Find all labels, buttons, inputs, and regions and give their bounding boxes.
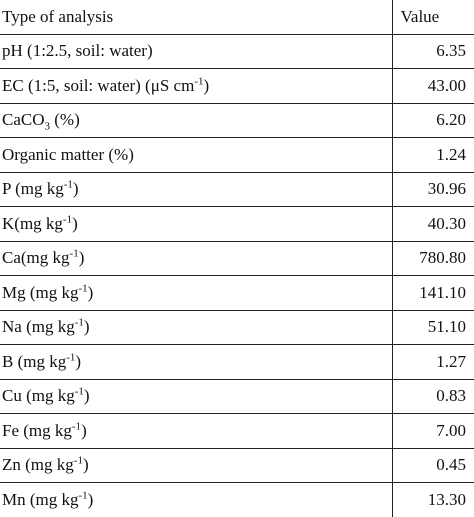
row-label-superscript: -1 <box>78 489 88 502</box>
row-label-text: Na (mg kg <box>2 317 75 337</box>
table-row: Mn (mg kg-1) 13.30 <box>0 482 474 517</box>
row-label-suffix: ) <box>75 351 82 371</box>
row-label: Na (mg kg-1) <box>0 309 392 345</box>
table-row: P (mg kg-1) 30.96 <box>0 171 474 207</box>
row-label-suffix: ) <box>82 455 89 475</box>
table-header-row: Type of analysis Value <box>0 0 474 34</box>
row-label-suffix: ) <box>81 420 87 440</box>
row-label-suffix: (%) <box>50 110 80 130</box>
row-label: K(mg kg-1) <box>0 206 392 241</box>
row-label-text: P (mg kg <box>2 179 64 199</box>
row-label: Mn (mg kg-1) <box>0 482 392 517</box>
table-row: K(mg kg-1) 40.30 <box>0 206 474 241</box>
row-label-suffix: ) <box>87 282 94 302</box>
row-value: 7.00 <box>391 413 474 448</box>
row-label-suffix: ) <box>72 179 79 199</box>
row-label-text: EC (1:5, soil: water) (μS cm <box>2 75 195 95</box>
row-label-text: Fe (mg kg <box>2 420 72 440</box>
row-label: Organic matter (%) <box>0 137 392 172</box>
row-label: CaCO3 (%) <box>0 102 392 138</box>
table-row: EC (1:5, soil: water) (μS cm-1) 43.00 <box>0 68 474 103</box>
row-value: 13.30 <box>391 482 474 517</box>
row-value: 6.20 <box>391 102 474 138</box>
row-label: pH (1:2.5, soil: water) <box>0 33 392 69</box>
row-label: Mg (mg kg-1) <box>0 275 392 310</box>
row-label-text: K(mg kg <box>2 213 63 233</box>
row-label-superscript: -1 <box>62 213 73 226</box>
row-label-superscript: -1 <box>78 282 88 295</box>
row-label-superscript: -1 <box>73 454 83 467</box>
row-label-suffix: ) <box>78 248 85 268</box>
row-label-superscript: -1 <box>63 178 73 191</box>
table-row: Organic matter (%) 1.24 <box>0 137 474 172</box>
row-value: 51.10 <box>391 309 474 345</box>
row-label-superscript: -1 <box>74 316 84 329</box>
row-label-text: Organic matter (%) <box>2 144 134 164</box>
row-label-suffix: ) <box>203 75 210 95</box>
row-label: EC (1:5, soil: water) (μS cm-1) <box>0 68 392 103</box>
table-row: Na (mg kg-1) 51.10 <box>0 309 474 345</box>
table-row: CaCO3 (%) 6.20 <box>0 102 474 138</box>
row-label-suffix: ) <box>83 386 90 406</box>
row-label-superscript: -1 <box>194 75 204 88</box>
row-label-suffix: ) <box>87 489 94 509</box>
table-row: Ca(mg kg-1) 780.80 <box>0 240 474 276</box>
table-row: Mg (mg kg-1) 141.10 <box>0 275 474 310</box>
row-value: 0.45 <box>391 447 474 483</box>
row-label-superscript: -1 <box>74 385 84 398</box>
row-label-superscript: -1 <box>71 420 82 433</box>
row-value: 780.80 <box>391 240 474 276</box>
row-value: 1.27 <box>391 344 474 379</box>
row-label: Cu (mg kg-1) <box>0 378 392 414</box>
header-value: Value <box>391 0 474 34</box>
row-value: 43.00 <box>391 68 474 103</box>
row-label-suffix: ) <box>83 317 90 337</box>
row-label: P (mg kg-1) <box>0 171 392 207</box>
row-value: 1.24 <box>391 137 474 172</box>
row-label: Fe (mg kg-1) <box>0 413 392 448</box>
row-label-text: Ca(mg kg <box>2 248 70 268</box>
row-label-text: Cu (mg kg <box>2 386 75 406</box>
row-value: 30.96 <box>391 171 474 207</box>
row-label: Ca(mg kg-1) <box>0 240 392 276</box>
header-type-of-analysis: Type of analysis <box>2 6 114 26</box>
row-label-text: Mg (mg kg <box>2 282 79 302</box>
table-row: Zn (mg kg-1) 0.45 <box>0 447 474 483</box>
table-row: Cu (mg kg-1) 0.83 <box>0 378 474 414</box>
row-value: 6.35 <box>391 33 474 69</box>
row-label-text: CaCO <box>2 110 45 130</box>
row-label-suffix: ) <box>72 213 78 233</box>
row-label-superscript: -1 <box>66 351 76 364</box>
row-value: 141.10 <box>391 275 474 310</box>
row-label: Zn (mg kg-1) <box>0 447 392 483</box>
table-row: pH (1:2.5, soil: water) 6.35 <box>0 33 474 69</box>
row-label-text: B (mg kg <box>2 351 67 371</box>
row-label-text: Zn (mg kg <box>2 455 74 475</box>
row-label-text: pH (1:2.5, soil: water) <box>2 41 153 61</box>
row-label-subscript: 3 <box>44 120 51 133</box>
row-label: B (mg kg-1) <box>0 344 392 379</box>
row-value: 40.30 <box>391 206 474 241</box>
row-label-text: Mn (mg kg <box>2 489 79 509</box>
table-row: Fe (mg kg-1) 7.00 <box>0 413 474 448</box>
row-value: 0.83 <box>391 378 474 414</box>
row-label-superscript: -1 <box>69 247 79 260</box>
table-row: B (mg kg-1) 1.27 <box>0 344 474 379</box>
